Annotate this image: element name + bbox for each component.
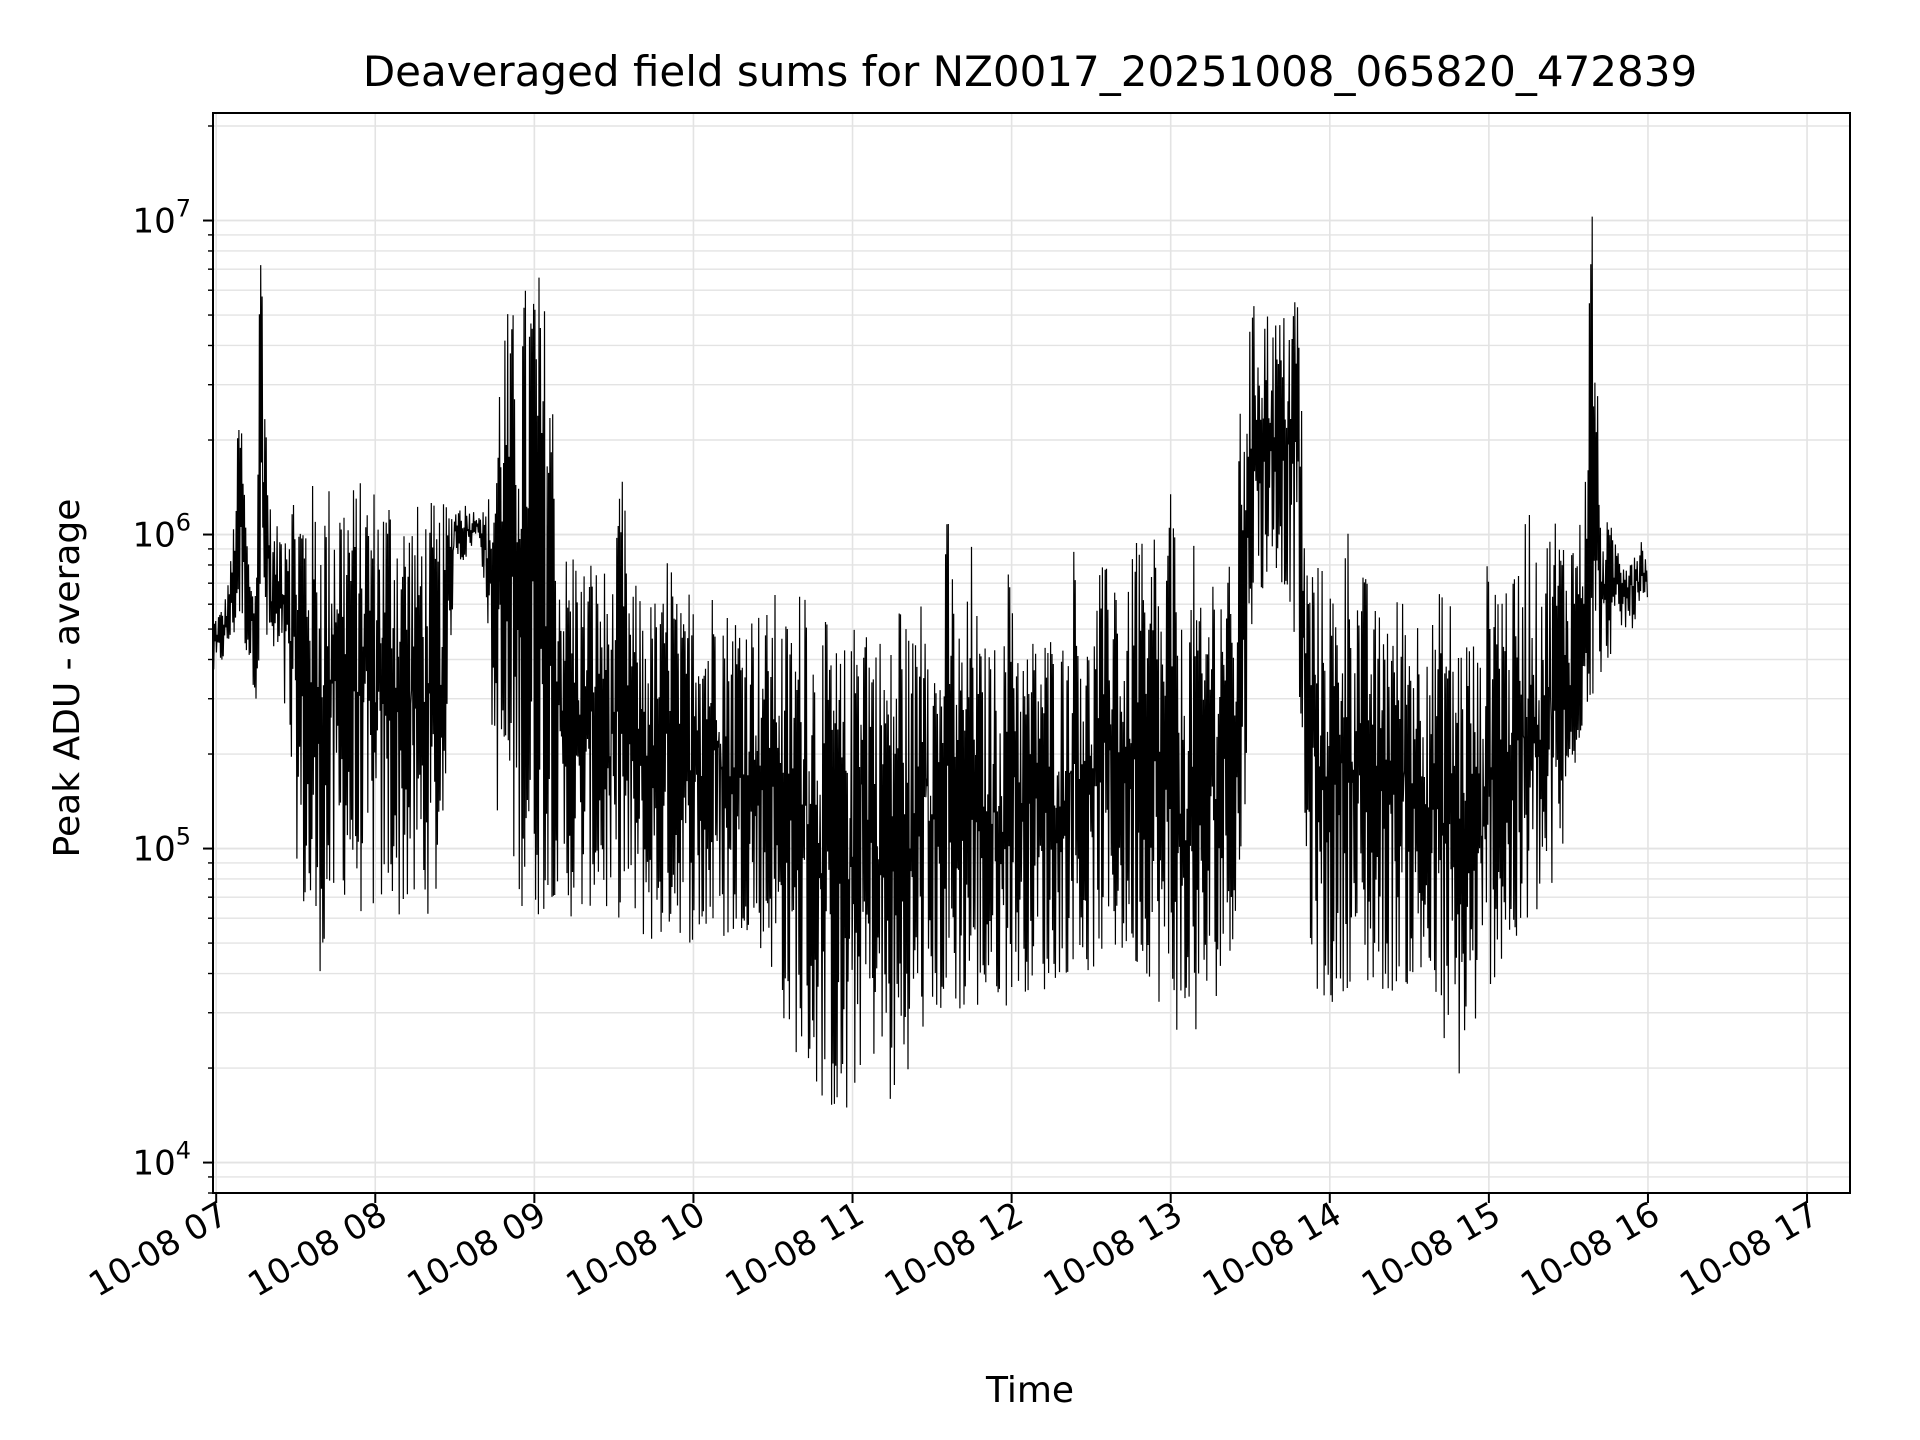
x-axis-label: Time <box>985 1370 1074 1411</box>
y-tick-label: 105 <box>132 823 191 870</box>
plot-frame <box>212 112 1851 1194</box>
chart-title: Deaveraged field sums for NZ0017_2025100… <box>363 47 1697 96</box>
series-line <box>212 216 1648 1108</box>
data-layer <box>212 216 1648 1108</box>
y-tick-label: 107 <box>132 195 191 242</box>
y-axis-label: Peak ADU - average <box>47 499 88 858</box>
y-tick-label: 104 <box>132 1137 191 1184</box>
y-tick-label: 106 <box>132 509 191 556</box>
